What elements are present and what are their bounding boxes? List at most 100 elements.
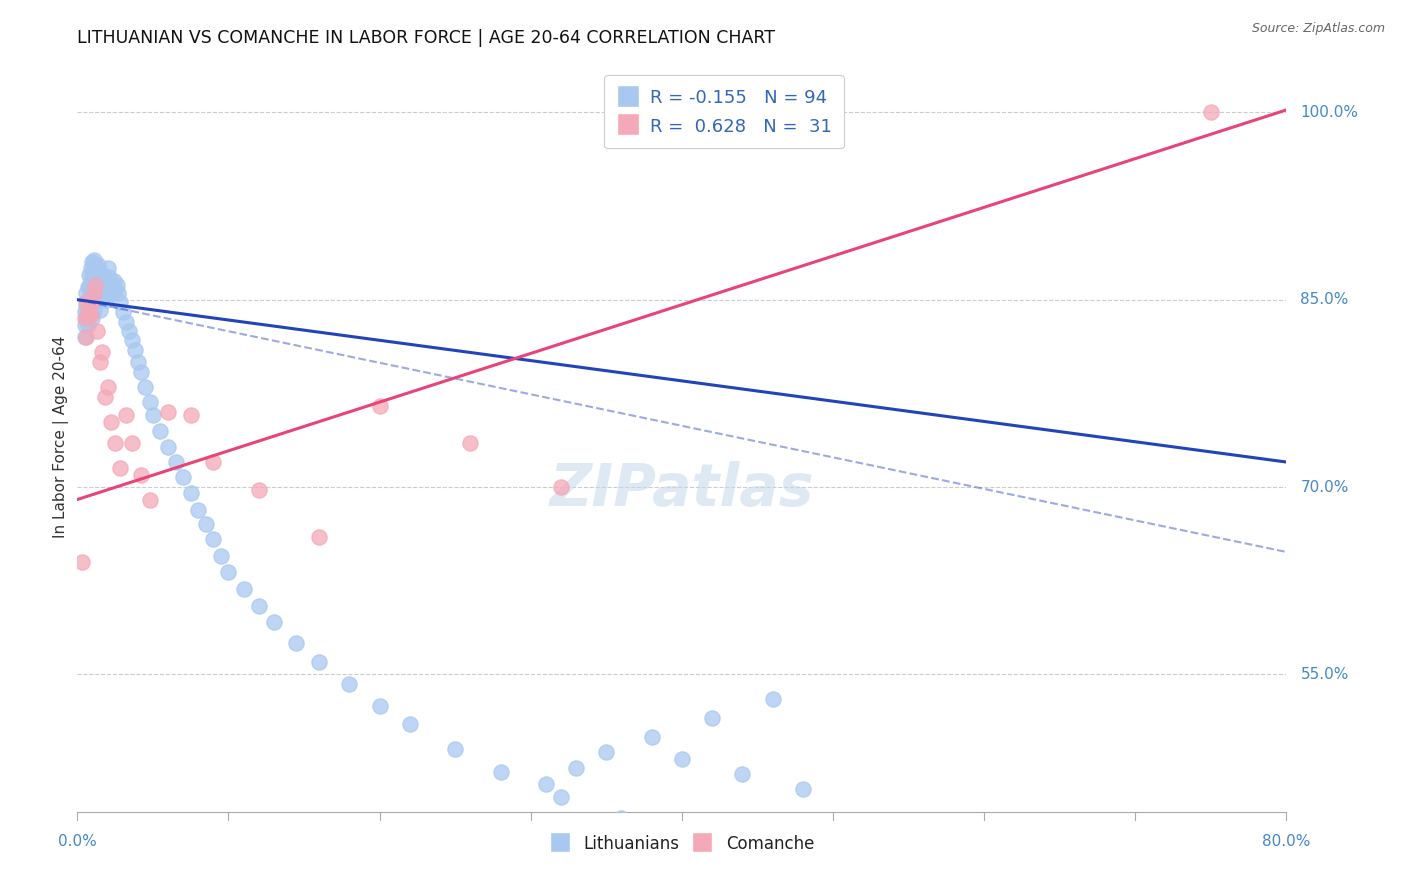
- Point: [84, 295, 107, 310]
- Point: [1199, 105, 1222, 120]
- Point: [172, 470, 194, 484]
- Point: [77, 305, 100, 319]
- Point: [89, 283, 111, 297]
- Point: [671, 752, 693, 766]
- Point: [762, 692, 785, 706]
- Text: 0.0%: 0.0%: [58, 834, 97, 849]
- Point: [79, 299, 101, 313]
- Point: [157, 440, 180, 454]
- Point: [75, 286, 97, 301]
- Point: [127, 355, 149, 369]
- Text: 85.0%: 85.0%: [1301, 293, 1348, 307]
- Point: [87, 258, 110, 272]
- Point: [103, 274, 125, 288]
- Point: [194, 517, 217, 532]
- Point: [94, 277, 117, 292]
- Point: [91, 270, 114, 285]
- Text: Source: ZipAtlas.com: Source: ZipAtlas.com: [1251, 22, 1385, 36]
- Point: [96, 380, 118, 394]
- Text: 80.0%: 80.0%: [1263, 834, 1310, 849]
- Point: [139, 492, 162, 507]
- Point: [202, 533, 225, 547]
- Point: [702, 711, 724, 725]
- Point: [534, 777, 557, 791]
- Point: [107, 286, 129, 301]
- Point: [129, 467, 152, 482]
- Point: [149, 424, 172, 438]
- Point: [121, 436, 143, 450]
- Point: [100, 415, 122, 429]
- Point: [77, 280, 100, 294]
- Point: [118, 324, 141, 338]
- Point: [139, 395, 162, 409]
- Point: [90, 286, 112, 301]
- Point: [104, 436, 127, 450]
- Point: [83, 286, 105, 301]
- Text: LITHUANIAN VS COMANCHE IN LABOR FORCE | AGE 20-64 CORRELATION CHART: LITHUANIAN VS COMANCHE IN LABOR FORCE | …: [77, 29, 775, 47]
- Point: [77, 308, 100, 322]
- Point: [489, 764, 512, 779]
- Point: [73, 305, 96, 319]
- Point: [82, 255, 104, 269]
- Point: [180, 408, 202, 422]
- Text: 100.0%: 100.0%: [1301, 105, 1358, 120]
- Point: [641, 730, 664, 744]
- Point: [83, 265, 105, 279]
- Point: [75, 299, 97, 313]
- Point: [93, 390, 115, 404]
- Point: [75, 295, 97, 310]
- Point: [73, 311, 96, 326]
- Point: [93, 293, 115, 307]
- Point: [209, 549, 232, 563]
- Point: [93, 274, 115, 288]
- Point: [82, 268, 104, 282]
- Point: [444, 742, 467, 756]
- Point: [121, 333, 143, 347]
- Point: [75, 330, 97, 344]
- Point: [89, 302, 111, 317]
- Point: [96, 280, 118, 294]
- Point: [202, 455, 225, 469]
- Point: [595, 745, 617, 759]
- Point: [180, 486, 202, 500]
- Point: [80, 308, 103, 322]
- Point: [89, 355, 111, 369]
- Point: [84, 277, 107, 292]
- Point: [731, 767, 754, 781]
- Point: [82, 280, 104, 294]
- Text: 70.0%: 70.0%: [1301, 480, 1348, 494]
- Point: [108, 461, 131, 475]
- Text: 55.0%: 55.0%: [1301, 667, 1348, 681]
- Point: [368, 399, 391, 413]
- Legend: Lithuanians, Comanche: Lithuanians, Comanche: [543, 828, 821, 860]
- Point: [247, 599, 270, 613]
- Point: [368, 698, 391, 713]
- Point: [101, 286, 124, 301]
- Point: [82, 295, 104, 310]
- Text: ZIPatlas: ZIPatlas: [550, 461, 814, 518]
- Point: [80, 293, 103, 307]
- Point: [86, 261, 108, 276]
- Point: [70, 555, 93, 569]
- Point: [84, 258, 107, 272]
- Point: [114, 408, 136, 422]
- Point: [79, 268, 101, 282]
- Point: [96, 261, 118, 276]
- Point: [550, 789, 572, 804]
- Point: [80, 274, 103, 288]
- Point: [157, 405, 180, 419]
- Point: [114, 315, 136, 329]
- Point: [247, 483, 270, 497]
- Point: [82, 311, 104, 326]
- Point: [232, 582, 254, 597]
- Point: [98, 270, 121, 285]
- Point: [100, 277, 122, 292]
- Point: [84, 274, 107, 288]
- Point: [111, 305, 134, 319]
- Point: [165, 455, 187, 469]
- Y-axis label: In Labor Force | Age 20-64: In Labor Force | Age 20-64: [53, 336, 69, 538]
- Point: [399, 717, 422, 731]
- Point: [77, 318, 100, 332]
- Point: [83, 302, 105, 317]
- Point: [129, 365, 152, 379]
